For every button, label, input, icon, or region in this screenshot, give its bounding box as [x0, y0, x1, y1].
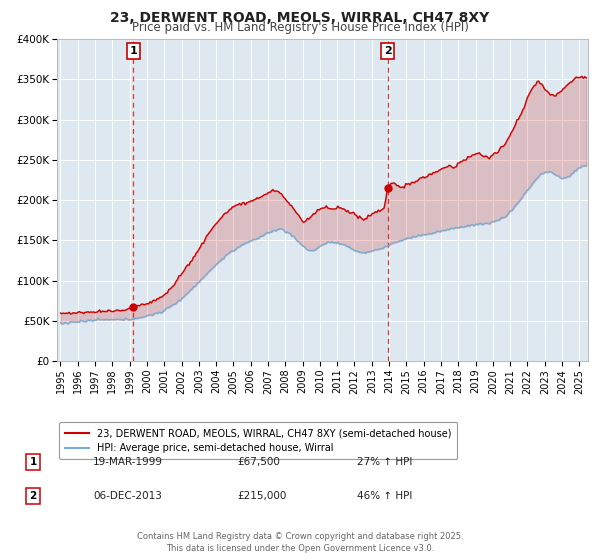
Text: £215,000: £215,000 [237, 491, 286, 501]
Text: 1: 1 [29, 457, 37, 467]
Text: 2: 2 [384, 46, 392, 56]
Text: £67,500: £67,500 [237, 457, 280, 467]
Legend: 23, DERWENT ROAD, MEOLS, WIRRAL, CH47 8XY (semi-detached house), HPI: Average pr: 23, DERWENT ROAD, MEOLS, WIRRAL, CH47 8X… [59, 422, 457, 459]
Text: 06-DEC-2013: 06-DEC-2013 [93, 491, 162, 501]
Text: 1: 1 [130, 46, 137, 56]
Text: Price paid vs. HM Land Registry's House Price Index (HPI): Price paid vs. HM Land Registry's House … [131, 21, 469, 34]
Text: 23, DERWENT ROAD, MEOLS, WIRRAL, CH47 8XY: 23, DERWENT ROAD, MEOLS, WIRRAL, CH47 8X… [110, 11, 490, 25]
Text: 2: 2 [29, 491, 37, 501]
Text: 27% ↑ HPI: 27% ↑ HPI [357, 457, 412, 467]
Text: Contains HM Land Registry data © Crown copyright and database right 2025.
This d: Contains HM Land Registry data © Crown c… [137, 533, 463, 553]
Text: 19-MAR-1999: 19-MAR-1999 [93, 457, 163, 467]
Text: 46% ↑ HPI: 46% ↑ HPI [357, 491, 412, 501]
